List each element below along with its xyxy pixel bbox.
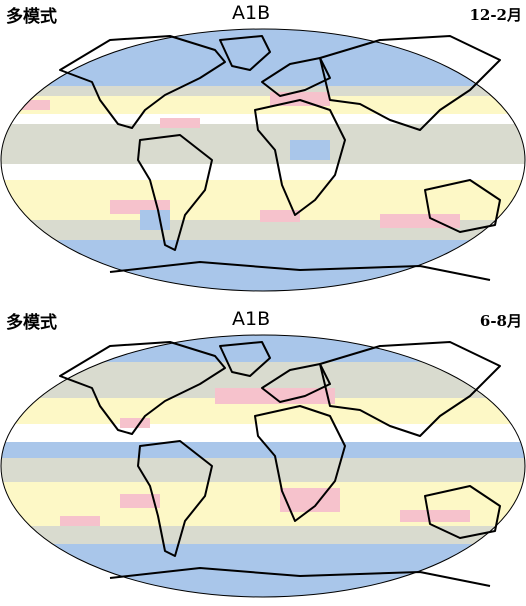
coastlines: [0, 28, 526, 292]
anomaly-bands: [1, 335, 525, 597]
anomaly-bands: [1, 29, 525, 291]
map-panel-dec-feb: 多模式 A1B 12-2月: [0, 0, 526, 300]
map-panel-jun-aug: 多模式 A1B 6-8月: [0, 306, 526, 606]
scenario-label: A1B: [232, 2, 271, 24]
world-map-dec-feb: [0, 28, 526, 292]
model-label: 多模式: [6, 7, 57, 27]
world-map-jun-aug: [0, 334, 526, 598]
season-label: 6-8月: [479, 312, 522, 330]
coastlines: [0, 334, 526, 598]
season-label: 12-2月: [469, 6, 522, 24]
scenario-label: A1B: [232, 308, 271, 330]
model-label: 多模式: [6, 313, 57, 333]
